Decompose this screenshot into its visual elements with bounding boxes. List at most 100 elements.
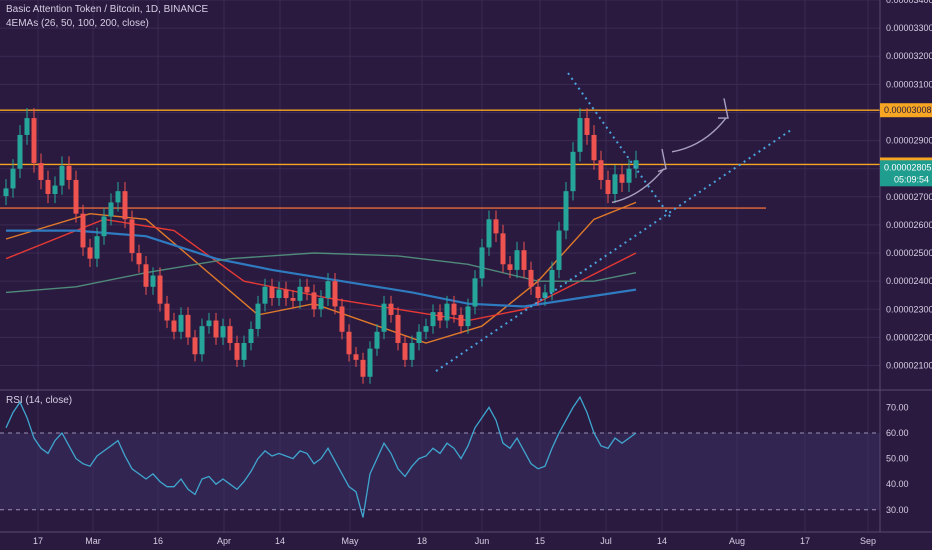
candle-body xyxy=(451,303,457,315)
candle-body xyxy=(556,230,562,270)
candle-body xyxy=(276,289,282,299)
price-tick-label: 0.00003400 xyxy=(886,0,932,5)
price-tick-label: 0.00003100 xyxy=(886,79,932,89)
candle-body xyxy=(598,160,604,180)
time-tick-label: Jul xyxy=(600,536,612,546)
candle-body xyxy=(444,303,450,321)
candle-body xyxy=(80,213,86,248)
price-tick-label: 0.00002500 xyxy=(886,248,932,258)
time-tick-label: Aug xyxy=(729,536,745,546)
candle-body xyxy=(542,292,548,299)
candle-body xyxy=(584,118,590,135)
candle-body xyxy=(416,331,422,344)
candle-body xyxy=(115,191,121,203)
candle-body xyxy=(353,354,359,360)
ema-line xyxy=(5,252,637,294)
candle-body xyxy=(73,179,79,214)
candle-body xyxy=(409,343,415,360)
candle-body xyxy=(283,289,289,299)
level-tag-label: 0.00003008 xyxy=(884,105,932,115)
ema-line xyxy=(6,229,637,308)
candle-body xyxy=(486,219,492,248)
projection-arrowhead-long xyxy=(718,98,729,119)
candle-body xyxy=(458,314,464,327)
time-tick-label: 17 xyxy=(800,536,810,546)
candle-body xyxy=(122,191,128,220)
candle-body xyxy=(570,151,576,192)
candle-body xyxy=(45,179,51,194)
rsi-pane xyxy=(0,395,880,518)
candle-body xyxy=(262,286,268,304)
candle-body xyxy=(437,312,443,321)
candle-body xyxy=(514,250,520,270)
candle-body xyxy=(346,331,352,355)
candle-body xyxy=(213,320,219,338)
candle-body xyxy=(17,134,23,169)
candle-body xyxy=(381,303,387,332)
candles xyxy=(3,108,639,384)
rsi-tick-label: 40.00 xyxy=(886,479,909,489)
candle-body xyxy=(304,286,310,293)
time-tick-label: 18 xyxy=(417,536,427,546)
candle-body xyxy=(402,343,408,360)
candle-body xyxy=(199,326,205,355)
price-tick-label: 0.00002100 xyxy=(886,361,932,371)
candle-body xyxy=(374,331,380,349)
candle-body xyxy=(535,286,541,299)
level-tag xyxy=(880,103,932,118)
candle-body xyxy=(66,165,72,180)
rsi-tick-label: 30.00 xyxy=(886,505,909,515)
time-axis[interactable]: 17 Mar 16 Apr 14 May 18 Jun 15 Jul 14 Aug 17 Sep xyxy=(33,536,876,546)
candle-body xyxy=(528,269,534,287)
candle-body xyxy=(192,337,198,355)
price-tick-label: 0.00003300 xyxy=(886,23,932,33)
candle-body xyxy=(178,314,184,332)
candle-body xyxy=(143,264,149,287)
candle-body xyxy=(472,278,478,307)
time-tick-label: Apr xyxy=(217,536,231,546)
rsi-tick-label: 60.00 xyxy=(886,428,909,438)
candle-body xyxy=(171,320,177,332)
candle-body xyxy=(94,236,100,259)
candle-body xyxy=(563,191,569,231)
candle-body xyxy=(108,202,114,217)
rsi-indicator-label: RSI (14, close) xyxy=(6,395,73,406)
last-price-label: 0.00002805 xyxy=(884,162,932,172)
candle-body xyxy=(234,343,240,360)
rsi-tick-label: 50.00 xyxy=(886,454,909,464)
time-tick-label: 14 xyxy=(657,536,667,546)
candle-body xyxy=(430,312,436,327)
price-tick-label: 0.00003200 xyxy=(886,51,932,61)
candle-body xyxy=(220,326,226,338)
price-axis[interactable]: 0.00002100 0.00002200 0.00002300 0.00002400… xyxy=(879,0,932,532)
candle-body xyxy=(3,188,9,197)
price-tick-label: 0.00002300 xyxy=(886,304,932,314)
candle-body xyxy=(101,216,107,237)
price-tick-label: 0.00002400 xyxy=(886,276,932,286)
price-tick-label: 0.00002900 xyxy=(886,136,932,146)
candle-body xyxy=(367,348,373,377)
last-price-tag xyxy=(880,160,932,187)
price-tick-label: 0.00002600 xyxy=(886,220,932,230)
rsi-band-fill xyxy=(0,432,880,510)
candle-body xyxy=(479,247,485,279)
candle-body xyxy=(10,168,16,189)
candle-body xyxy=(521,250,527,270)
time-tick-label: 17 xyxy=(33,536,43,546)
time-tick-label: Mar xyxy=(85,536,101,546)
candle-body xyxy=(290,298,296,301)
candle-body xyxy=(255,303,261,329)
projection-arrowhead-short xyxy=(657,148,667,173)
candle-body xyxy=(577,118,583,152)
candle-body xyxy=(388,303,394,315)
candle-body xyxy=(150,275,156,287)
candle-body xyxy=(31,118,37,164)
candle-body xyxy=(227,326,233,344)
candle-body xyxy=(465,306,471,327)
time-tick-label: May xyxy=(341,536,359,546)
candle-body xyxy=(332,281,338,307)
candle-body xyxy=(241,343,247,360)
price-tick-label: 0.00002700 xyxy=(886,192,932,202)
price-tick-label: 0.00002200 xyxy=(886,332,932,342)
